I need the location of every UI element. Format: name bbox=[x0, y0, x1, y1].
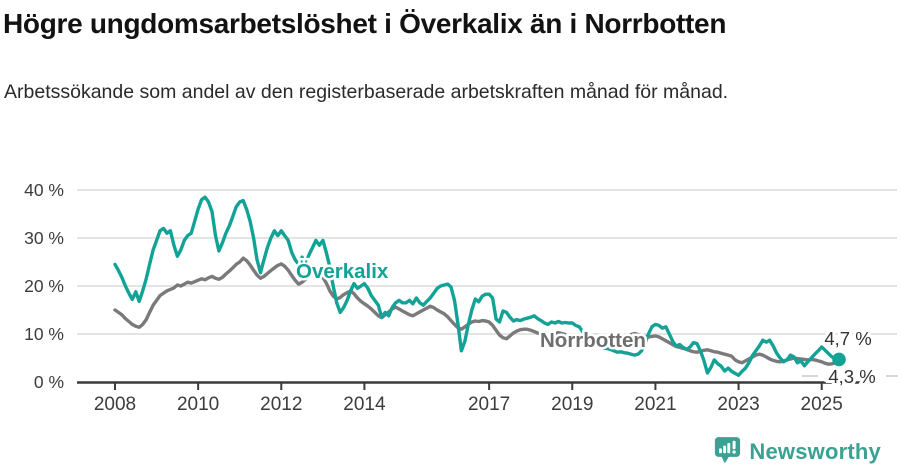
footer-brand: Newsworthy bbox=[714, 436, 881, 467]
x-axis-tick-label: 2017 bbox=[468, 394, 510, 415]
x-axis-tick-label: 2012 bbox=[260, 394, 302, 415]
x-axis-tick-label: 2019 bbox=[551, 394, 593, 415]
series-line-norrbotten bbox=[113, 256, 841, 366]
series-label-överkalix: Överkalix bbox=[296, 260, 389, 283]
page-title: Högre ungdomsarbetslöshet i Överkalix än… bbox=[3, 8, 727, 39]
y-axis-tick-label: 40 % bbox=[24, 180, 64, 200]
logo-bar-1 bbox=[719, 448, 723, 454]
newsworthy-logo-icon bbox=[715, 437, 741, 464]
x-axis-tick-label: 2021 bbox=[634, 394, 676, 415]
y-axis-tick-label: 10 % bbox=[24, 324, 64, 344]
x-axis-tick-label: 2025 bbox=[801, 394, 843, 415]
end-value-label: 4,3 % bbox=[828, 366, 875, 387]
brand-name: Newsworthy bbox=[749, 438, 881, 464]
y-axis-tick-label: 20 % bbox=[24, 276, 64, 296]
x-axis-tick-label: 2010 bbox=[177, 394, 219, 415]
x-axis-tick-label: 2023 bbox=[717, 394, 759, 415]
x-axis-tick-label: 2008 bbox=[94, 394, 136, 415]
y-axis-tick-label: 30 % bbox=[24, 228, 64, 248]
end-dot-overkalix bbox=[832, 352, 846, 367]
logo-exclamation-stem bbox=[732, 440, 737, 450]
series-line-överkalix bbox=[113, 195, 841, 377]
chart-subtitle: Arbetssökande som andel av den registerb… bbox=[4, 81, 729, 103]
end-value-label: 4,7 % bbox=[824, 328, 871, 349]
x-axis-tick-label: 2014 bbox=[343, 394, 386, 415]
logo-bar-2 bbox=[723, 445, 727, 454]
series-label-norrbotten: Norrbotten bbox=[540, 329, 646, 352]
y-axis-tick-label: 0 % bbox=[34, 372, 64, 392]
logo-bar-3 bbox=[727, 442, 731, 454]
logo-exclamation-dot bbox=[732, 450, 737, 454]
